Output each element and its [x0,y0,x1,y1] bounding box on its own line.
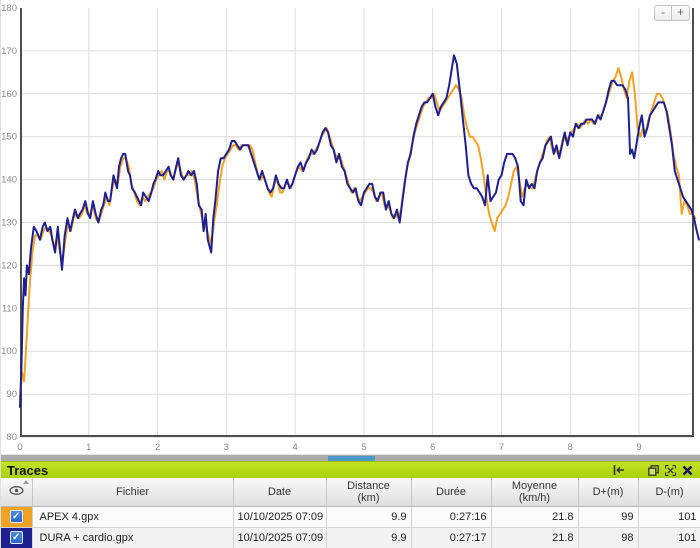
trace-chart[interactable]: 80 90 100 110 120 130 140 150 160 170 180 0 1 2 3 4 5 6 7 8… [1,0,700,454]
trace-line-0 [19,67,697,400]
svg-text:1: 1 [86,442,91,453]
line-chart-canvas: 80 90 100 110 120 130 140 150 160 170 180 0 1 2 3 4 5 6 7 8… [1,3,700,453]
cell-fichier: DURA + cardio.gpx [32,527,234,548]
svg-text:130: 130 [1,218,17,229]
chart-zoom-controls: - + [654,5,690,21]
svg-text:150: 150 [1,132,17,143]
svg-text:5: 5 [361,442,366,453]
svg-text:100: 100 [1,346,17,357]
column-header-duree[interactable]: Durée [411,478,492,507]
svg-text:120: 120 [1,260,17,271]
cell-distance: 9.9 [326,527,412,548]
visibility-column-header[interactable] [1,478,33,507]
svg-text:170: 170 [1,46,17,57]
column-header-moyenne[interactable]: Moyenne (km/h) [491,478,579,507]
table-header-row: Fichier Date Distance (km) Durée Moyenne(… [1,478,700,507]
svg-text:0: 0 [17,442,22,453]
zoom-out-button[interactable]: - [654,5,672,21]
svg-text:6: 6 [430,442,435,453]
close-icon[interactable] [680,464,695,477]
trace-line-1 [19,54,700,408]
traces-panel-header: Traces [1,461,700,478]
svg-text:140: 140 [1,175,17,186]
svg-text:7: 7 [499,442,504,453]
cell-dminus: 101 [638,527,700,548]
restore-window-icon[interactable] [646,464,661,477]
column-header-dminus[interactable]: D-(m) [638,478,700,507]
sort-indicator [22,480,29,484]
cell-duree: 0:27:16 [411,506,492,528]
svg-text:90: 90 [6,389,17,400]
svg-text:180: 180 [1,3,17,14]
cell-fichier: APEX 4.gpx [32,506,234,528]
svg-text:3: 3 [224,442,229,453]
panel-title: Traces [7,462,49,478]
zoom-in-button[interactable]: + [672,5,690,21]
svg-text:110: 110 [2,303,17,314]
traces-table: Fichier Date Distance (km) Durée Moyenne(… [1,478,700,548]
visibility-checkbox[interactable]: ✓ [9,510,23,523]
svg-text:2: 2 [155,442,160,453]
cell-date: 10/10/2025 07:09 [233,506,327,528]
trace-color-swatch: ✓ [1,527,33,548]
cell-moyenne: 21.8 [491,527,579,548]
trace-table-row[interactable]: ✓ APEX 4.gpx 10/10/2025 07:09 9.9 0:27:16 21.… [1,506,700,528]
cell-dminus: 101 [638,506,700,528]
eye-icon [9,485,24,495]
svg-text:160: 160 [1,89,17,100]
visibility-checkbox[interactable]: ✓ [9,531,23,544]
cell-dplus: 98 [578,527,639,548]
scrollbar-thumb[interactable] [328,456,375,461]
cell-moyenne: 21.8 [491,506,579,528]
cell-dplus: 99 [578,506,639,528]
cell-date: 10/10/2025 07:09 [233,527,327,548]
cell-distance: 9.9 [326,506,412,528]
collapse-left-icon[interactable] [611,464,626,477]
svg-text:4: 4 [292,442,297,453]
svg-text:80: 80 [6,432,17,443]
trace-table-row[interactable]: ✓ DURA + cardio.gpx 10/10/2025 07:09 9.9 0:2… [1,527,700,548]
column-header-date[interactable]: Date [233,478,327,507]
cell-duree: 0:27:17 [411,527,492,548]
svg-text:8: 8 [568,442,573,453]
trace-color-swatch: ✓ [1,506,33,528]
horizontal-scrollbar[interactable] [1,454,700,461]
expand-icon[interactable] [663,464,678,477]
column-header-fichier[interactable]: Fichier [32,478,234,507]
column-header-distance[interactable]: Distance (km) [326,478,412,507]
svg-text:9: 9 [636,442,641,453]
column-header-dplus[interactable]: D+(m) [578,478,639,507]
